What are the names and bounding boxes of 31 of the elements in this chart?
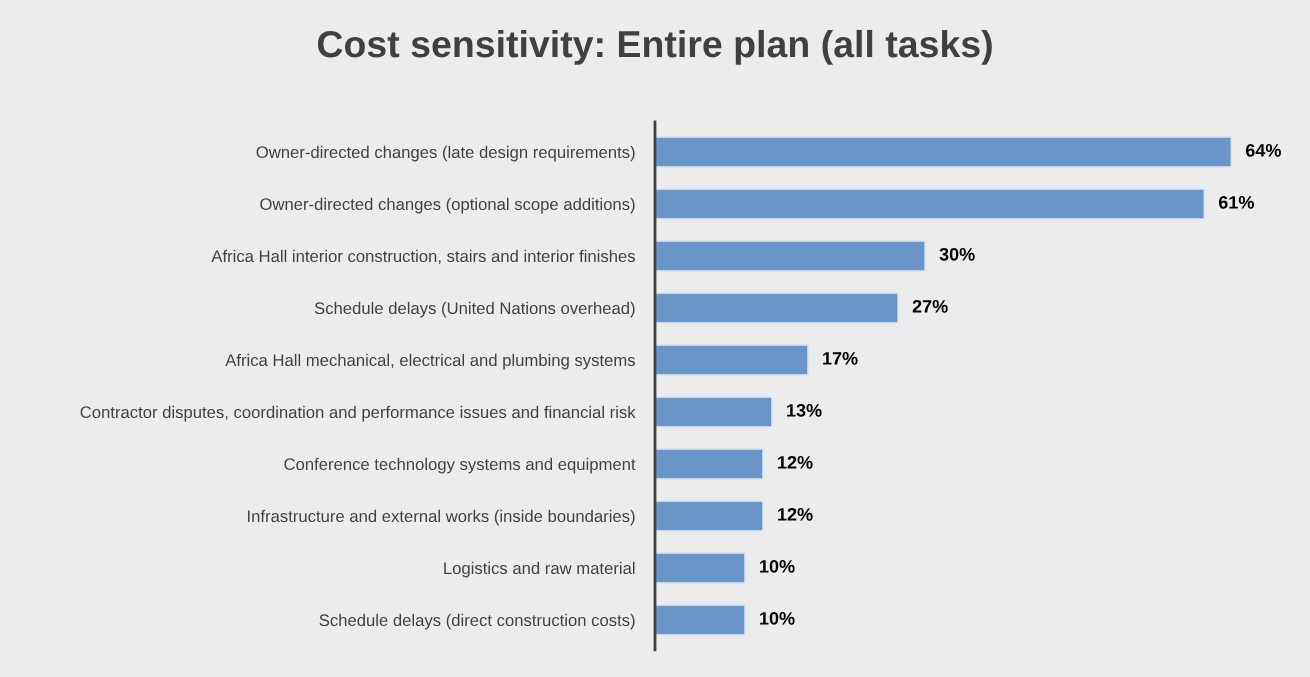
bar [655, 395, 773, 428]
bar [655, 447, 764, 480]
data-label: 13% [787, 403, 822, 417]
data-label: 61% [1218, 195, 1254, 209]
data-label: 10% [760, 611, 795, 625]
y-tick-label: Logistics and raw material [444, 561, 635, 578]
bar [655, 551, 746, 584]
bar [655, 603, 746, 636]
bar [655, 239, 927, 272]
y-tick-label: Africa Hall mechanical, electrical and plumbing systems [225, 353, 635, 370]
y-tick-label: Infrastructure and external works (inside boundaries) [248, 509, 635, 526]
bar [655, 343, 809, 376]
bar [655, 291, 900, 324]
y-tick-label: Owner-directed changes (optional scope additions) [260, 197, 635, 214]
y-tick-label: Conference technology systems and equipment [284, 457, 636, 474]
bar [655, 187, 1206, 220]
bar [655, 499, 764, 532]
y-tick-label: Contractor disputes, coordination and performance issues and financial risk [80, 405, 636, 422]
y-tick-label: Africa Hall interior construction, stairs and interior finishes [211, 249, 635, 265]
data-label: 10% [760, 559, 795, 573]
data-label: 64% [1245, 143, 1281, 157]
data-label: 30% [939, 247, 975, 261]
y-tick-label: Schedule delays (direct construction costs) [319, 613, 635, 630]
y-tick-label: Owner-directed changes (late design requirements) [256, 145, 635, 162]
data-label: 17% [823, 352, 858, 365]
chart-title: Cost sensitivity: Entire plan (all tasks) [317, 29, 992, 65]
data-label: 12% [778, 507, 813, 521]
bar [655, 135, 1232, 168]
data-label: 27% [912, 299, 948, 313]
y-tick-label: Schedule delays (United Nations overhead) [314, 301, 635, 318]
data-label: 12% [778, 455, 813, 469]
